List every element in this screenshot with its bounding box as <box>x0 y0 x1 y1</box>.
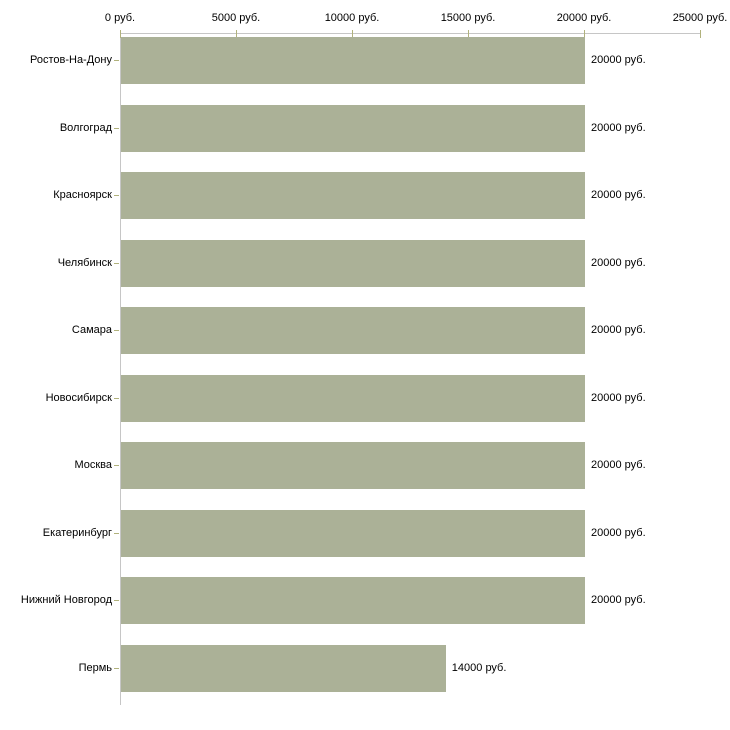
bar-row: Волгоград 20000 руб. <box>0 104 730 152</box>
value-label: 20000 руб. <box>591 121 646 134</box>
category-label: Челябинск <box>57 256 112 269</box>
x-axis-tick-label: 15000 руб. <box>440 12 496 24</box>
category-label: Пермь <box>78 661 112 674</box>
category-tick <box>114 397 119 399</box>
value-label: 20000 руб. <box>591 459 646 471</box>
category-label: Волгоград <box>59 121 112 134</box>
x-axis-tick <box>700 30 701 38</box>
category-tick <box>114 262 119 264</box>
bar <box>121 104 585 152</box>
bar <box>121 509 585 557</box>
bar <box>121 239 585 287</box>
category-label: Екатеринбург <box>42 526 112 539</box>
bar <box>121 442 585 489</box>
bar-row: Пермь 14000 руб. <box>0 644 730 692</box>
bar-row: Красноярск 20000 руб. <box>0 172 730 219</box>
bar <box>121 577 585 624</box>
value-label: 20000 руб. <box>591 189 646 201</box>
x-axis-tick <box>120 30 121 38</box>
category-label: Нижний Новгород <box>20 594 112 606</box>
category-tick <box>114 127 119 129</box>
bar <box>121 172 585 219</box>
x-axis-tick-label: 20000 руб. <box>556 12 612 24</box>
x-axis-tick-label: 25000 руб. <box>672 12 728 24</box>
x-axis-tick <box>468 30 469 38</box>
value-label: 20000 руб. <box>591 54 646 66</box>
x-axis-tick <box>584 30 585 38</box>
category-tick <box>114 600 119 601</box>
x-axis-line <box>120 33 701 34</box>
bar-row: Новосибирск 20000 руб. <box>0 374 730 422</box>
bar-row: Москва 20000 руб. <box>0 442 730 489</box>
category-tick <box>114 465 119 466</box>
category-tick <box>114 330 119 331</box>
category-tick <box>114 60 119 61</box>
bar <box>121 307 585 354</box>
y-axis-line <box>120 33 121 705</box>
bar-row: Ростов-На-Дону 20000 руб. <box>0 37 730 84</box>
x-axis-tick <box>352 30 353 38</box>
category-tick <box>114 195 119 196</box>
value-label: 20000 руб. <box>591 391 646 404</box>
category-tick <box>114 667 119 669</box>
bar <box>121 644 446 692</box>
bar <box>121 374 585 422</box>
category-label: Самара <box>71 324 112 336</box>
category-label: Ростов-На-Дону <box>29 54 112 66</box>
bar-row: Екатеринбург 20000 руб. <box>0 509 730 557</box>
x-axis-tick-label: 5000 руб. <box>211 12 261 24</box>
value-label: 14000 руб. <box>451 661 507 674</box>
bar-row: Самара 20000 руб. <box>0 307 730 354</box>
category-label: Москва <box>74 459 112 471</box>
value-label: 20000 руб. <box>591 526 646 539</box>
bar-row: Челябинск 20000 руб. <box>0 239 730 287</box>
category-label: Красноярск <box>53 189 112 201</box>
value-label: 20000 руб. <box>591 256 646 269</box>
category-label: Новосибирск <box>45 391 112 404</box>
category-tick <box>114 532 119 534</box>
value-label: 20000 руб. <box>591 324 646 336</box>
bar-row: Нижний Новгород 20000 руб. <box>0 577 730 624</box>
x-axis-tick-label: 0 руб. <box>104 12 136 24</box>
x-axis-tick <box>236 30 237 38</box>
value-label: 20000 руб. <box>591 594 646 606</box>
x-axis-tick-label: 10000 руб. <box>324 12 380 24</box>
bar <box>121 37 585 84</box>
